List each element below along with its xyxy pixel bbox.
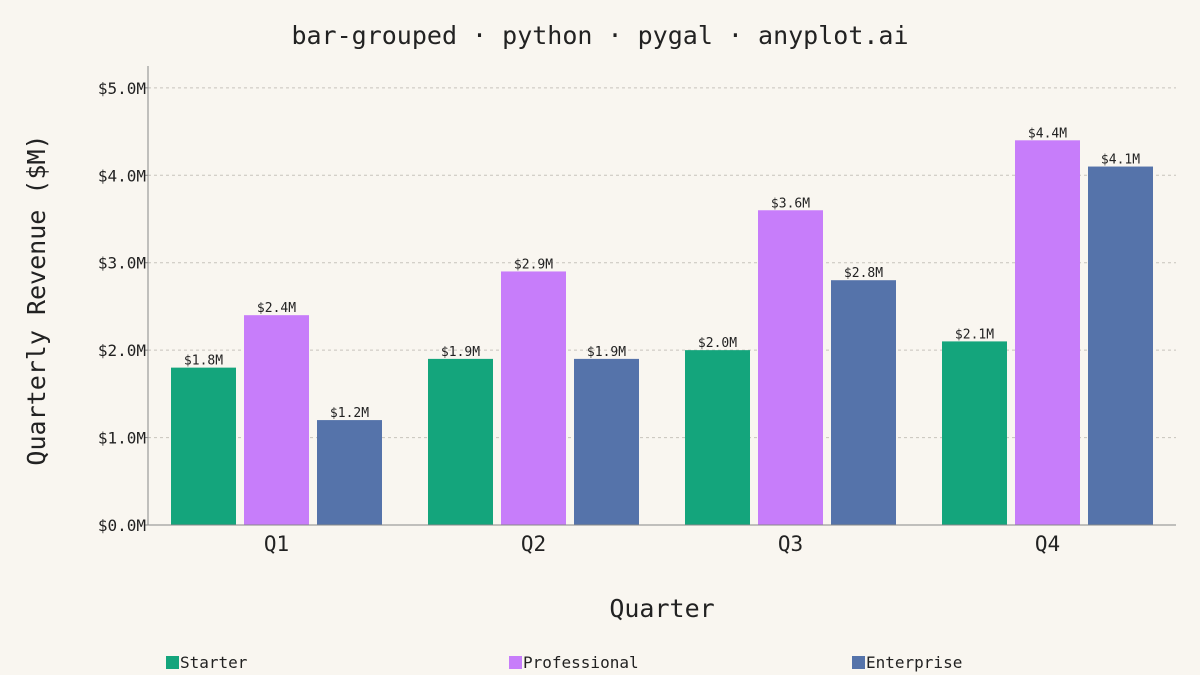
data-label: $1.9M: [587, 345, 626, 360]
bar-professional-q1: [244, 315, 309, 525]
bars: [171, 140, 1153, 526]
legend-swatch-professional: [509, 656, 522, 669]
bar-enterprise-q1: [317, 420, 382, 525]
data-label: $4.4M: [1028, 126, 1067, 141]
y-tick-label: $3.0M: [98, 254, 146, 273]
legend-label-starter: Starter: [180, 653, 248, 672]
data-label: $3.6M: [771, 196, 810, 211]
axes: [147, 66, 1176, 526]
legend-swatch-starter: [166, 656, 179, 669]
data-label: $2.4M: [257, 301, 296, 316]
bar-starter-q2: [428, 358, 493, 525]
bar-enterprise-q2: [574, 358, 639, 525]
data-label: $1.9M: [441, 345, 480, 360]
chart-title: bar-grouped · python · pygal · anyplot.a…: [291, 21, 908, 50]
data-label: $4.1M: [1101, 153, 1140, 168]
bar-starter-q1: [171, 367, 236, 525]
data-label: $2.0M: [698, 336, 737, 351]
y-tick-label: $2.0M: [98, 341, 146, 360]
y-tick-label: $1.0M: [98, 429, 146, 448]
x-tick-label: Q1: [264, 532, 289, 556]
legend-label-professional: Professional: [523, 653, 639, 672]
legend-swatch-enterprise: [852, 656, 865, 669]
x-tick-label: Q3: [778, 532, 803, 556]
legend: Starter Professional Enterprise: [166, 653, 962, 672]
bar-enterprise-q4: [1088, 166, 1153, 526]
x-axis-label: Quarter: [609, 594, 714, 623]
legend-label-enterprise: Enterprise: [866, 653, 962, 672]
data-label: $2.8M: [844, 266, 883, 281]
y-axis-label: Quarterly Revenue ($M): [22, 134, 51, 465]
bar-starter-q4: [942, 341, 1007, 525]
data-label: $2.9M: [514, 257, 553, 272]
y-tick-label: $5.0M: [98, 79, 146, 98]
bar-starter-q3: [685, 350, 750, 525]
bar-professional-q2: [501, 271, 566, 525]
y-tick-label: $0.0M: [98, 516, 146, 535]
data-label: $1.8M: [184, 354, 223, 369]
bar-enterprise-q3: [831, 280, 896, 525]
data-label: $2.1M: [955, 327, 994, 342]
value-labels: $1.8M $2.4M $1.2M $1.9M $2.9M $1.9M $2.0M $3.6M…: [184, 126, 1140, 421]
bar-professional-q4: [1015, 140, 1080, 526]
x-tick-labels: Q1 Q2 Q3 Q4: [264, 532, 1060, 556]
y-tick-labels: $0.0M $1.0M $2.0M $3.0M $4.0M $5.0M: [98, 79, 148, 535]
y-tick-label: $4.0M: [98, 166, 146, 185]
x-tick-label: Q2: [521, 532, 546, 556]
bar-professional-q3: [758, 210, 823, 525]
data-label: $1.2M: [330, 406, 369, 421]
x-tick-label: Q4: [1035, 532, 1060, 556]
